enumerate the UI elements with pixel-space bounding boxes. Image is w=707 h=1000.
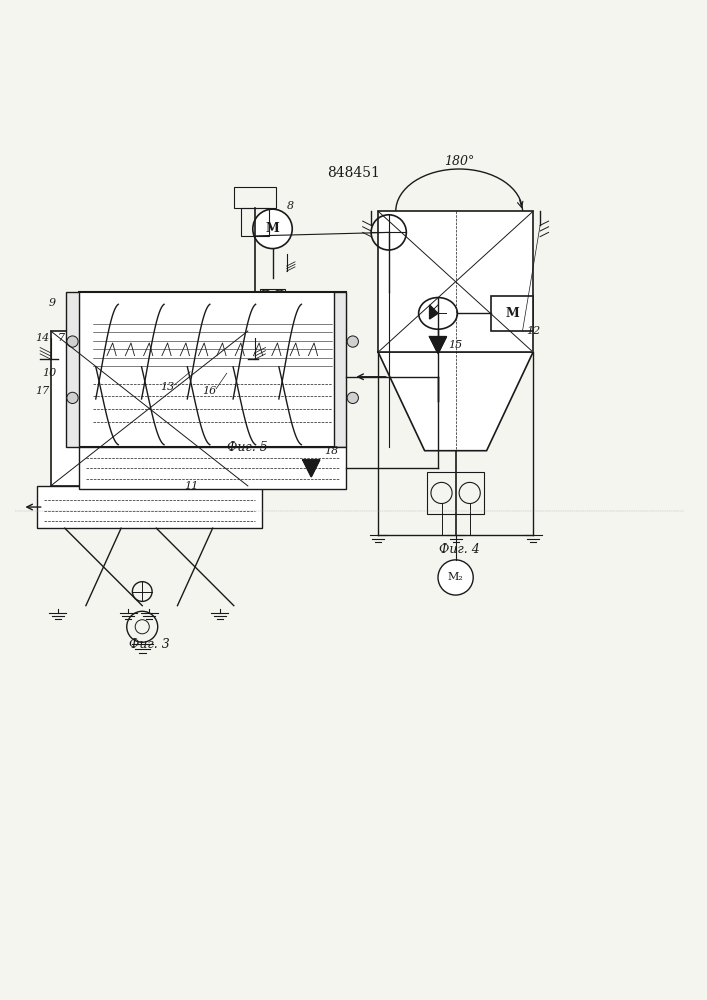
Bar	[334, 292, 346, 447]
Bar	[378, 211, 533, 352]
Text: Фиг. 5: Фиг. 5	[228, 441, 268, 454]
Text: 11: 11	[185, 481, 199, 491]
Text: 13: 13	[160, 382, 174, 392]
Text: 7: 7	[58, 333, 65, 343]
Text: 12: 12	[526, 326, 540, 336]
Bar	[51, 331, 248, 486]
Text: M: M	[505, 307, 519, 320]
Bar	[241, 208, 269, 236]
Text: M: M	[266, 222, 279, 235]
Text: Фиг. 4: Фиг. 4	[439, 543, 479, 556]
Circle shape	[253, 209, 292, 249]
Ellipse shape	[419, 298, 457, 329]
Bar	[79, 447, 346, 489]
Text: 180°: 180°	[444, 155, 474, 168]
Text: 10: 10	[42, 368, 57, 378]
Text: 17: 17	[35, 386, 49, 396]
Bar	[491, 296, 533, 331]
Polygon shape	[303, 460, 320, 477]
Polygon shape	[378, 352, 533, 451]
Text: 18: 18	[324, 446, 338, 456]
Circle shape	[67, 336, 78, 347]
Bar	[66, 292, 79, 447]
Bar	[260, 289, 285, 306]
Bar	[79, 292, 346, 447]
Text: 8: 8	[286, 201, 293, 211]
Text: Фиг. 3: Фиг. 3	[129, 638, 170, 651]
Text: 9: 9	[49, 298, 56, 308]
Bar	[428, 472, 484, 514]
Polygon shape	[430, 305, 438, 319]
Text: 16: 16	[202, 386, 216, 396]
Text: 14: 14	[35, 333, 49, 343]
Text: 848451: 848451	[327, 166, 380, 180]
Bar	[37, 486, 262, 528]
Text: 15: 15	[448, 340, 462, 350]
Circle shape	[347, 336, 358, 347]
Circle shape	[67, 392, 78, 404]
Bar	[234, 187, 276, 208]
Circle shape	[438, 560, 473, 595]
Circle shape	[347, 392, 358, 404]
Text: M₂: M₂	[448, 572, 464, 582]
Polygon shape	[430, 337, 446, 354]
